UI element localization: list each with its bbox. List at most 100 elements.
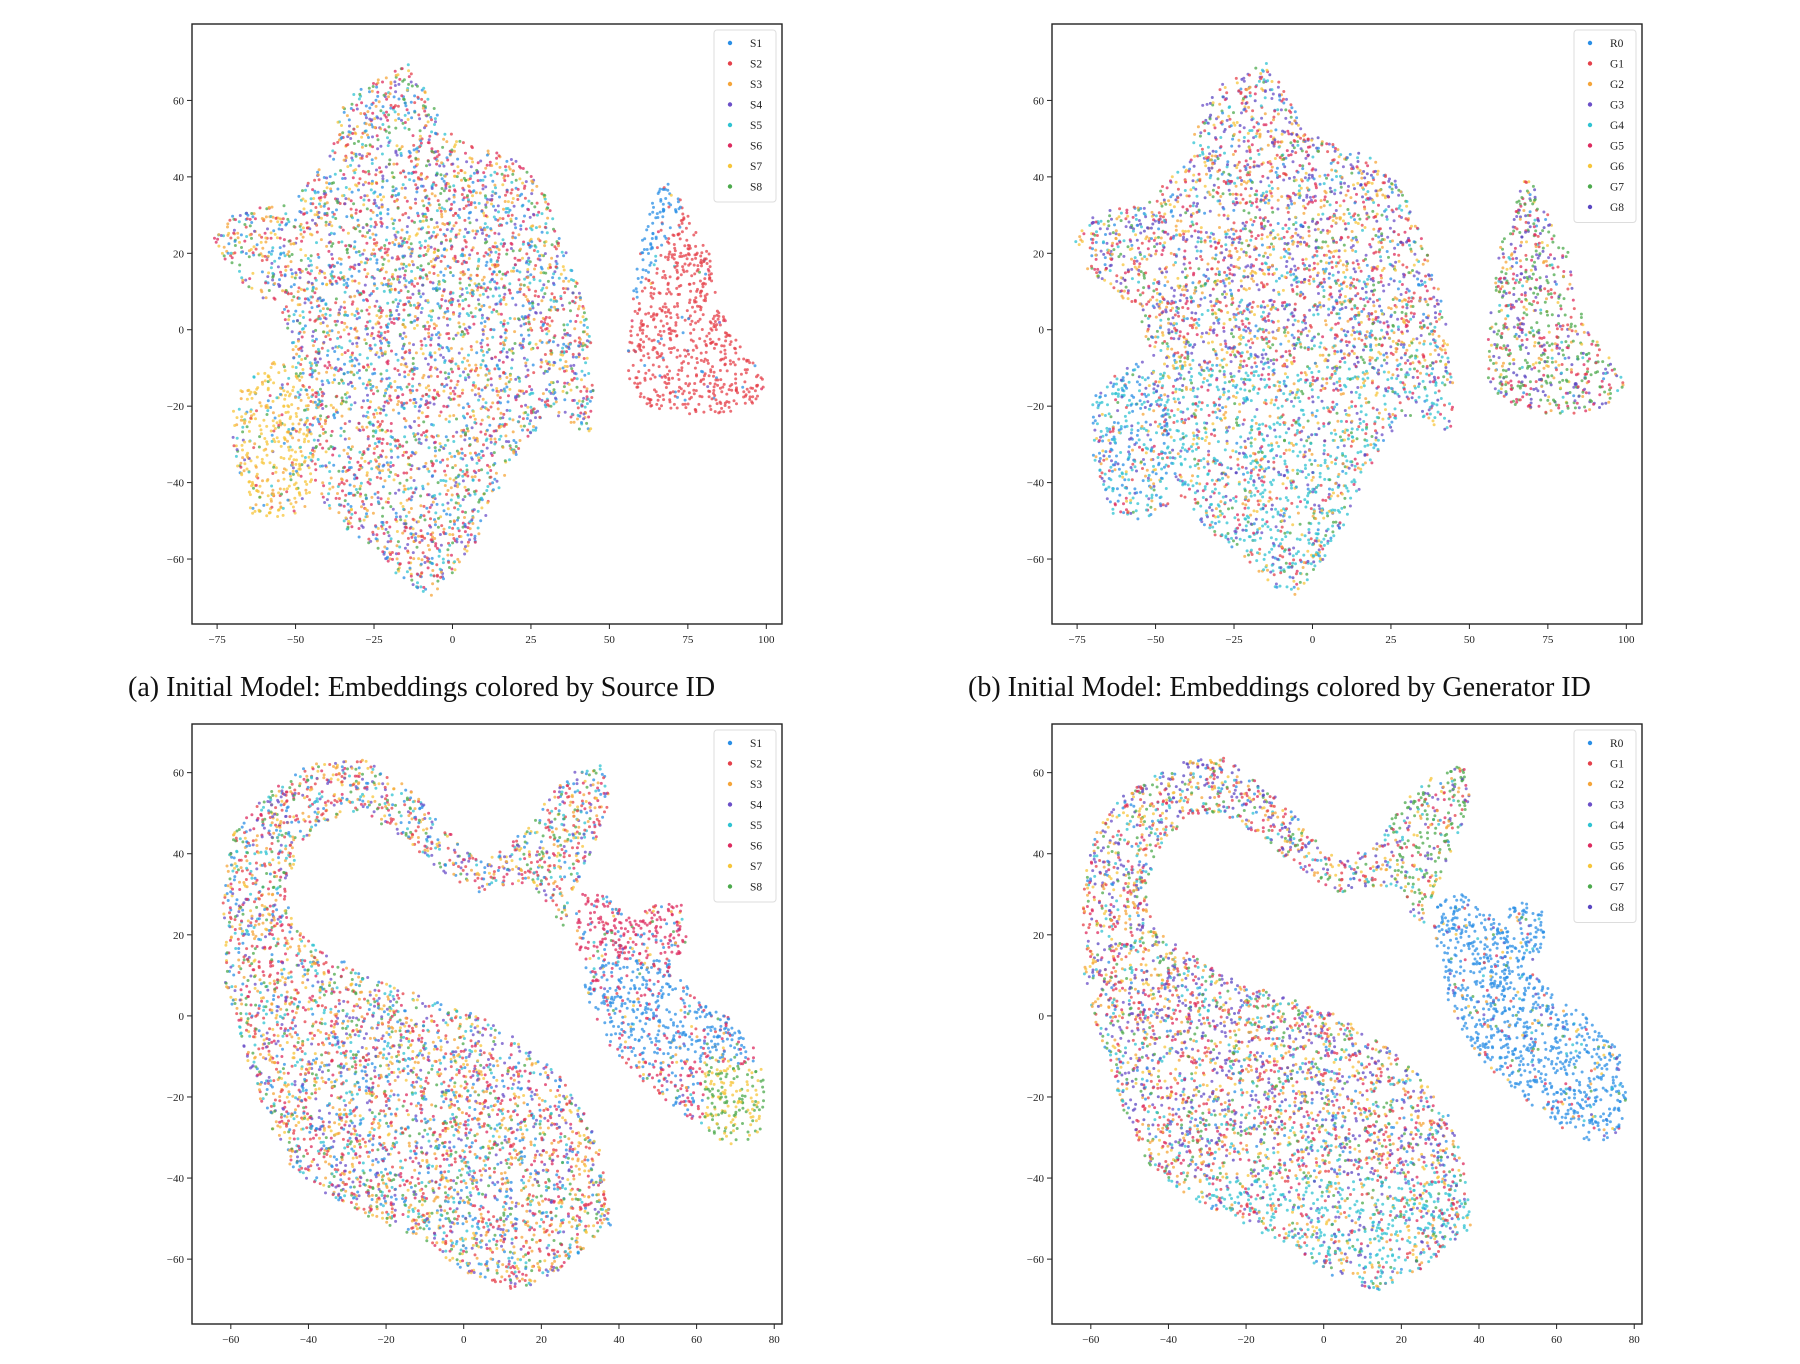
scatter-point [231, 214, 235, 218]
scatter-point [360, 524, 364, 528]
scatter-point [666, 188, 670, 192]
scatter-point [468, 277, 472, 281]
scatter-point [526, 428, 530, 432]
scatter-point [473, 475, 477, 479]
scatter-point [300, 349, 304, 353]
scatter-point [474, 206, 478, 209]
scatter-point [377, 440, 381, 444]
scatter-point [425, 429, 429, 433]
scatter-point [643, 376, 647, 380]
scatter-point [569, 388, 573, 392]
scatter-point [426, 532, 430, 536]
scatter-point [714, 328, 718, 332]
scatter-point [741, 385, 745, 389]
scatter-point [408, 263, 411, 267]
scatter-point [549, 266, 552, 269]
scatter-point [243, 458, 247, 462]
scatter-point [309, 259, 313, 263]
scatter-point [460, 391, 464, 395]
scatter-point [405, 570, 409, 574]
scatter-point [668, 336, 672, 340]
scatter-point [398, 385, 402, 389]
scatter-point [337, 381, 341, 385]
scatter-point [290, 330, 294, 334]
scatter-point [733, 363, 737, 367]
scatter-point [484, 514, 488, 517]
scatter-point [270, 261, 274, 265]
scatter-point [497, 286, 501, 290]
scatter-point [549, 305, 553, 309]
scatter-point [540, 320, 543, 324]
scatter-point [448, 414, 452, 418]
scatter-point [318, 400, 322, 404]
scatter-point [392, 478, 396, 482]
scatter-point [249, 410, 253, 413]
scatter-point [402, 522, 406, 526]
scatter-point [309, 451, 312, 455]
scatter-point [652, 263, 656, 267]
scatter-point [376, 437, 379, 441]
scatter-point [328, 279, 332, 283]
scatter-point [707, 252, 711, 256]
scatter-point [429, 374, 433, 378]
scatter-point [470, 457, 474, 461]
scatter-point [272, 229, 276, 233]
scatter-point [448, 477, 452, 481]
scatter-point [456, 364, 460, 368]
scatter-point [461, 360, 464, 364]
scatter-point [671, 376, 674, 380]
scatter-point [466, 194, 469, 198]
scatter-point [697, 402, 701, 406]
scatter-point [499, 388, 503, 392]
scatter-point [501, 416, 505, 420]
scatter-point [718, 320, 721, 324]
scatter-point [238, 240, 241, 244]
scatter-point [529, 273, 533, 277]
scatter-point [351, 342, 355, 346]
scatter-point [359, 260, 363, 264]
scatter-point [369, 503, 373, 506]
scatter-point [360, 456, 364, 460]
scatter-point [362, 502, 366, 506]
scatter-point [400, 118, 403, 122]
scatter-point [364, 496, 368, 500]
scatter-point [255, 472, 259, 476]
scatter-point [397, 257, 401, 261]
scatter-point [548, 316, 552, 320]
scatter-point [423, 105, 427, 109]
scatter-point [433, 537, 437, 540]
scatter-point [390, 455, 394, 459]
scatter-point [310, 269, 313, 273]
scatter-point [468, 283, 471, 287]
scatter-point [253, 509, 257, 513]
scatter-point [669, 406, 673, 410]
scatter-point [404, 211, 408, 215]
scatter-point [394, 571, 398, 575]
scatter-point [271, 419, 275, 423]
scatter-point [451, 533, 455, 537]
scatter-point [405, 108, 409, 112]
scatter-point [325, 244, 329, 248]
scatter-point [362, 290, 366, 294]
scatter-point [431, 281, 435, 285]
scatter-point [668, 369, 671, 373]
scatter-point [324, 464, 328, 468]
scatter-point [429, 343, 433, 347]
scatter-point [282, 251, 286, 255]
scatter-point [405, 230, 409, 234]
scatter-point [506, 321, 510, 325]
scatter-point [489, 260, 493, 263]
scatter-point [462, 322, 466, 326]
scatter-point [369, 257, 372, 261]
scatter-point [748, 397, 752, 401]
scatter-point [373, 225, 377, 229]
scatter-point [508, 387, 512, 391]
scatter-point [336, 261, 339, 265]
scatter-point [367, 537, 371, 541]
scatter-point [639, 280, 643, 284]
scatter-point [438, 304, 441, 308]
scatter-point [514, 377, 518, 381]
scatter-point [676, 304, 680, 308]
scatter-point [405, 199, 409, 203]
scatter-point [511, 236, 515, 240]
